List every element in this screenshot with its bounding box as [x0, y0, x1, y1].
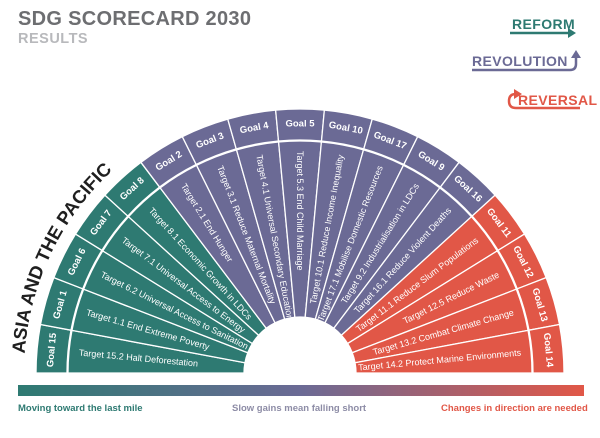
target-label: Target 5.3 End Child Marriage	[295, 151, 305, 271]
footer-center-label: Slow gains mean falling short	[232, 403, 367, 414]
u-turn-up-arrow-icon	[472, 50, 581, 72]
legend-revolution-label: REVOLUTION	[472, 53, 568, 69]
legend-revolution: REVOLUTION	[470, 50, 582, 76]
legend-reversal: REVERSAL	[506, 88, 597, 114]
legend-reversal-label: REVERSAL	[518, 92, 598, 108]
u-turn-back-arrow-icon	[507, 89, 580, 110]
legend-reform-label: REFORM	[512, 16, 576, 32]
straight-arrow-icon	[510, 28, 576, 38]
footer-right-label: Changes in direction are needed	[441, 403, 588, 414]
goal-label: Goal 4	[239, 120, 270, 136]
goal-label: Goal 14	[541, 332, 555, 368]
footer-left-label: Moving toward the last mile	[18, 403, 143, 414]
page-subtitle: RESULTS	[18, 31, 89, 47]
goal-label: Goal 5	[285, 119, 315, 130]
direction-gradient-bar	[18, 385, 584, 396]
page-title: SDG SCORECARD 2030	[18, 8, 252, 30]
legend-reform: REFORM	[508, 16, 580, 39]
goal-tab	[528, 323, 565, 374]
segment-goal-14	[354, 329, 533, 374]
goal-label: Goal 15	[45, 332, 59, 368]
